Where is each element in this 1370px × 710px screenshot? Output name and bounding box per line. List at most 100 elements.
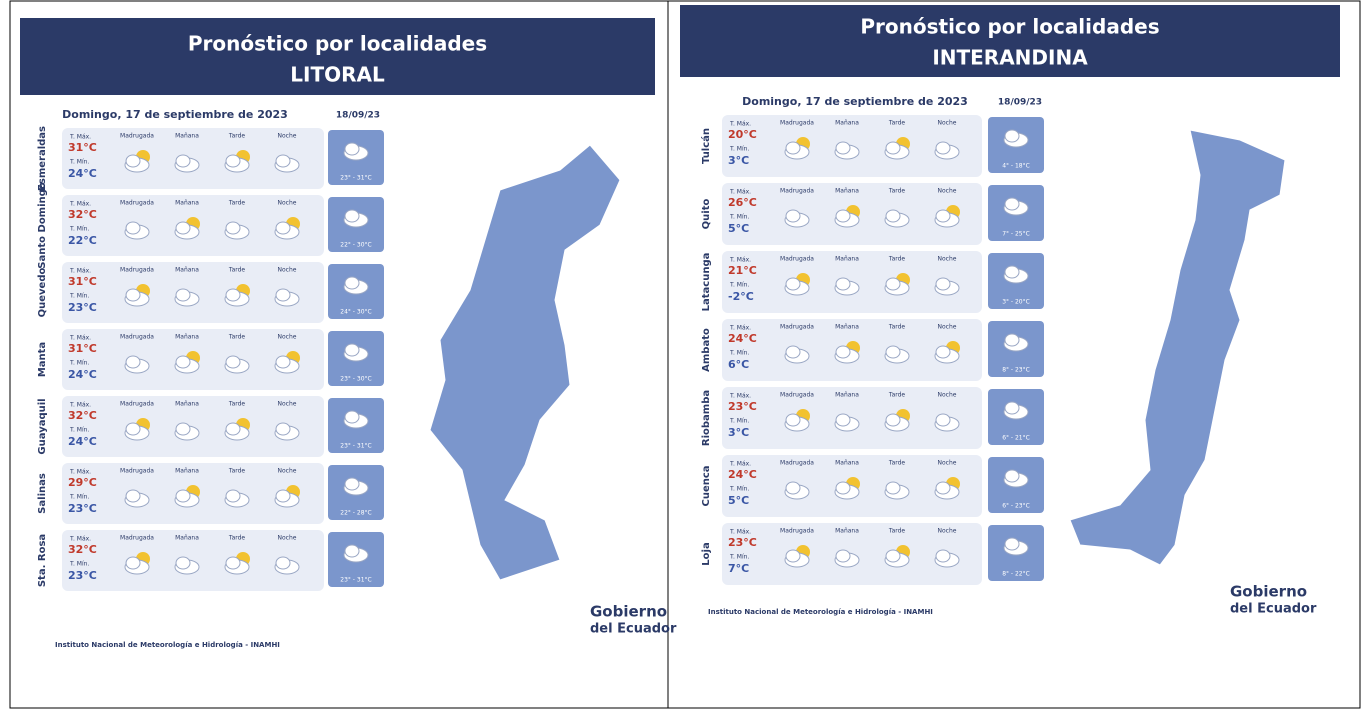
cloud-icon bbox=[226, 289, 240, 301]
tmin-label: T. Mín. bbox=[69, 159, 89, 166]
tmax-label: T. Máx. bbox=[69, 201, 91, 208]
city-name: Quito bbox=[701, 199, 712, 230]
period-label: Tarde bbox=[888, 392, 906, 399]
next-day-range: 3° - 20°C bbox=[1002, 299, 1030, 306]
period-label: Noche bbox=[278, 468, 297, 475]
period-label: Tarde bbox=[888, 188, 906, 195]
cloud-icon bbox=[345, 545, 359, 557]
cloud-icon bbox=[836, 142, 850, 154]
city-name: Salinas bbox=[37, 473, 48, 514]
city-name: Loja bbox=[701, 542, 712, 565]
tmin-value: 24°C bbox=[68, 435, 97, 448]
period-label: Noche bbox=[938, 324, 957, 331]
period-label: Noche bbox=[938, 528, 957, 535]
cloud-icon bbox=[886, 210, 900, 222]
tmin-value: 24°C bbox=[68, 167, 97, 180]
next-day-range: 8° - 22°C bbox=[1002, 571, 1030, 578]
period-label: Tarde bbox=[888, 256, 906, 263]
tmax-label: T. Máx. bbox=[69, 402, 91, 409]
period-label: Madrugada bbox=[120, 200, 154, 207]
page: Pronóstico por localidadesLITORALDomingo… bbox=[0, 0, 1370, 710]
tmin-label: T. Mín. bbox=[69, 360, 89, 367]
period-label: Noche bbox=[938, 460, 957, 467]
cloud-icon bbox=[345, 277, 359, 289]
cloud-icon bbox=[226, 222, 240, 234]
period-label: Noche bbox=[938, 188, 957, 195]
cloud-icon bbox=[836, 414, 850, 426]
cloud-icon bbox=[1005, 538, 1019, 550]
tmax-value: 31°C bbox=[68, 275, 97, 288]
period-label: Madrugada bbox=[120, 468, 154, 475]
tmax-label: T. Máx. bbox=[729, 529, 751, 536]
next-date: 18/09/23 bbox=[998, 98, 1042, 108]
tmin-value: -2°C bbox=[728, 290, 754, 303]
cloud-icon bbox=[226, 490, 240, 502]
date: Domingo, 17 de septiembre de 2023 bbox=[62, 108, 288, 121]
tmax-value: 21°C bbox=[728, 264, 757, 277]
tmax-value: 31°C bbox=[68, 141, 97, 154]
cloud-icon bbox=[345, 210, 359, 222]
period-label: Madrugada bbox=[120, 535, 154, 542]
tmin-value: 5°C bbox=[728, 222, 749, 235]
cloud-icon bbox=[176, 289, 190, 301]
tmin-value: 3°C bbox=[728, 154, 749, 167]
period-label: Madrugada bbox=[780, 460, 814, 467]
tmax-value: 32°C bbox=[68, 208, 97, 221]
tmin-label: T. Mín. bbox=[729, 554, 749, 561]
cloud-icon bbox=[1005, 266, 1019, 278]
next-day-range: 23° - 31°C bbox=[340, 443, 371, 450]
cloud-icon bbox=[345, 411, 359, 423]
tmin-label: T. Mín. bbox=[69, 494, 89, 501]
next-day-range: 23° - 31°C bbox=[340, 175, 371, 182]
next-day-range: 6° - 23°C bbox=[1002, 503, 1030, 510]
period-label: Mañana bbox=[175, 267, 199, 274]
period-label: Tarde bbox=[888, 324, 906, 331]
cloud-icon bbox=[886, 278, 900, 290]
cloud-icon bbox=[886, 142, 900, 154]
cloud-icon bbox=[786, 414, 800, 426]
tmin-label: T. Mín. bbox=[729, 418, 749, 425]
cloud-icon bbox=[786, 142, 800, 154]
cloud-icon bbox=[1005, 198, 1019, 210]
tmax-value: 24°C bbox=[728, 468, 757, 481]
cloud-icon bbox=[886, 482, 900, 494]
period-label: Noche bbox=[938, 392, 957, 399]
tmax-value: 23°C bbox=[728, 400, 757, 413]
city-name: Cuenca bbox=[701, 465, 712, 506]
period-label: Mañana bbox=[175, 535, 199, 542]
city-name: Tulcán bbox=[700, 128, 712, 164]
cloud-icon bbox=[276, 557, 290, 569]
period-label: Madrugada bbox=[780, 392, 814, 399]
cloud-icon bbox=[276, 155, 290, 167]
cloud-icon bbox=[126, 557, 140, 569]
next-day-range: 4° - 18°C bbox=[1002, 163, 1030, 170]
cloud-icon bbox=[936, 278, 950, 290]
tmin-label: T. Mín. bbox=[729, 282, 749, 289]
cloud-icon bbox=[836, 550, 850, 562]
next-day-range: 24° - 30°C bbox=[340, 309, 371, 316]
cloud-icon bbox=[276, 356, 290, 368]
cloud-icon bbox=[786, 550, 800, 562]
next-date: 18/09/23 bbox=[336, 111, 380, 121]
tmin-label: T. Mín. bbox=[729, 350, 749, 357]
cloud-icon bbox=[886, 414, 900, 426]
cloud-icon bbox=[226, 557, 240, 569]
tmax-value: 32°C bbox=[68, 409, 97, 422]
city-name: Esmeraldas bbox=[37, 126, 48, 191]
title-region: LITORAL bbox=[290, 63, 385, 87]
city-name: Guayaquil bbox=[37, 398, 48, 454]
tmax-label: T. Máx. bbox=[729, 189, 751, 196]
cloud-icon bbox=[126, 289, 140, 301]
tmin-value: 22°C bbox=[68, 234, 97, 247]
period-label: Madrugada bbox=[780, 256, 814, 263]
tmin-value: 3°C bbox=[728, 426, 749, 439]
period-label: Tarde bbox=[228, 267, 246, 274]
period-label: Noche bbox=[278, 267, 297, 274]
tmax-value: 31°C bbox=[68, 342, 97, 355]
tmin-label: T. Mín. bbox=[729, 214, 749, 221]
tmax-label: T. Máx. bbox=[69, 469, 91, 476]
cloud-icon bbox=[345, 143, 359, 155]
cloud-icon bbox=[345, 344, 359, 356]
next-day-range: 23° - 30°C bbox=[340, 376, 371, 383]
tmin-value: 7°C bbox=[728, 562, 749, 575]
